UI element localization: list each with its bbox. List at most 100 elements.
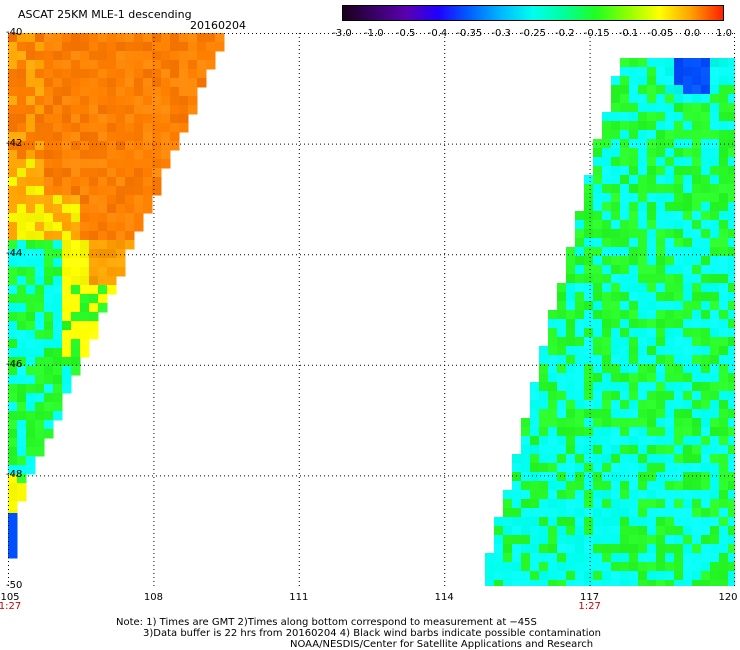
swath-cell (602, 247, 612, 257)
swath-cell (665, 94, 675, 104)
swath-cell (602, 148, 612, 158)
swath-cell (665, 328, 675, 338)
swath-cell (719, 112, 729, 122)
swath-cell (719, 139, 729, 149)
swath-cell (656, 562, 666, 572)
swath-cell (53, 96, 63, 106)
swath-cell (692, 256, 702, 266)
swath-cell (53, 213, 63, 223)
swath-cell (665, 193, 675, 203)
swath-cell (584, 409, 594, 419)
swath-cell (683, 382, 693, 392)
swath-cell (17, 492, 27, 502)
swath-cell (89, 60, 99, 70)
swath-cell (674, 454, 684, 464)
swath-cell (503, 580, 513, 586)
swath-cell (593, 301, 603, 311)
swath-cell (710, 301, 720, 311)
swath-cell (611, 427, 621, 437)
swath-cell (611, 481, 621, 491)
swath-cell (17, 51, 27, 61)
swath-cell (8, 429, 18, 439)
swath-cell (26, 312, 36, 322)
swath-cell (17, 33, 27, 43)
swath-cell (125, 222, 135, 232)
swath-cell (692, 112, 702, 122)
swath-cell (134, 204, 144, 214)
swath-cell (710, 166, 720, 176)
swath-cell (557, 490, 567, 500)
swath-cell (35, 438, 45, 448)
swath-cell (8, 522, 18, 532)
swath-cell (728, 229, 735, 239)
swath-cell (134, 42, 144, 52)
swath-cell (485, 580, 495, 586)
swath-cell (521, 481, 531, 491)
swath-cell (116, 114, 126, 124)
swath-cell (53, 150, 63, 160)
swath-cell (17, 285, 27, 295)
swath-cell (593, 490, 603, 500)
swath-cell (80, 60, 90, 70)
swath-cell (17, 87, 27, 97)
swath-cell (548, 580, 558, 586)
swath-cell (71, 267, 81, 277)
swath-cell (728, 103, 735, 113)
swath-cell (728, 139, 735, 149)
swath-cell (728, 472, 735, 482)
swath-cell (575, 562, 585, 572)
swath-cell (557, 454, 567, 464)
swath-cell (656, 220, 666, 230)
swath-cell (647, 409, 657, 419)
swath-cell (71, 42, 81, 52)
swath-cell (728, 85, 735, 95)
swath-cell (719, 562, 729, 572)
swath-cell (134, 222, 144, 232)
swath-cell (17, 177, 27, 187)
swath-cell (44, 339, 54, 349)
swath-cell (548, 391, 558, 401)
swath-cell (98, 186, 108, 196)
swath-cell (107, 114, 117, 124)
swath-cell (620, 382, 630, 392)
swath-cell (674, 85, 684, 95)
swath-cell (665, 427, 675, 437)
swath-cell (620, 409, 630, 419)
swath-cell (134, 186, 144, 196)
swath-cell (710, 274, 720, 284)
swath-cell (62, 150, 72, 160)
swath-cell (53, 411, 63, 421)
swath-cell (584, 391, 594, 401)
swath-cell (53, 204, 63, 214)
swath-cell (683, 85, 693, 95)
swath-cell (161, 51, 171, 61)
swath-cell (71, 159, 81, 169)
swath-cell (512, 517, 522, 527)
swath-cell (665, 418, 675, 428)
swath-cell (35, 231, 45, 241)
swath-cell (728, 202, 735, 212)
swath-cell (593, 139, 603, 149)
swath-cell (35, 60, 45, 70)
swath-cell (665, 274, 675, 284)
swath-cell (692, 508, 702, 518)
swath-cell (692, 220, 702, 230)
swath-cell (647, 67, 657, 77)
swath-cell (80, 321, 90, 331)
swath-cell (656, 76, 666, 86)
swath-cell (638, 355, 648, 365)
swath-cell (521, 427, 531, 437)
swath-cell (8, 348, 18, 358)
swath-cell (710, 337, 720, 347)
swath-cell (557, 301, 567, 311)
swath-cell (674, 427, 684, 437)
swath-cell (17, 348, 27, 358)
swath-cell (89, 105, 99, 115)
swath-cell (656, 229, 666, 239)
swath-cell (593, 283, 603, 293)
swath-cell (620, 184, 630, 194)
swath-cell (566, 499, 576, 509)
swath-cell (62, 357, 72, 367)
swath-cell (719, 445, 729, 455)
swath-cell (719, 436, 729, 446)
